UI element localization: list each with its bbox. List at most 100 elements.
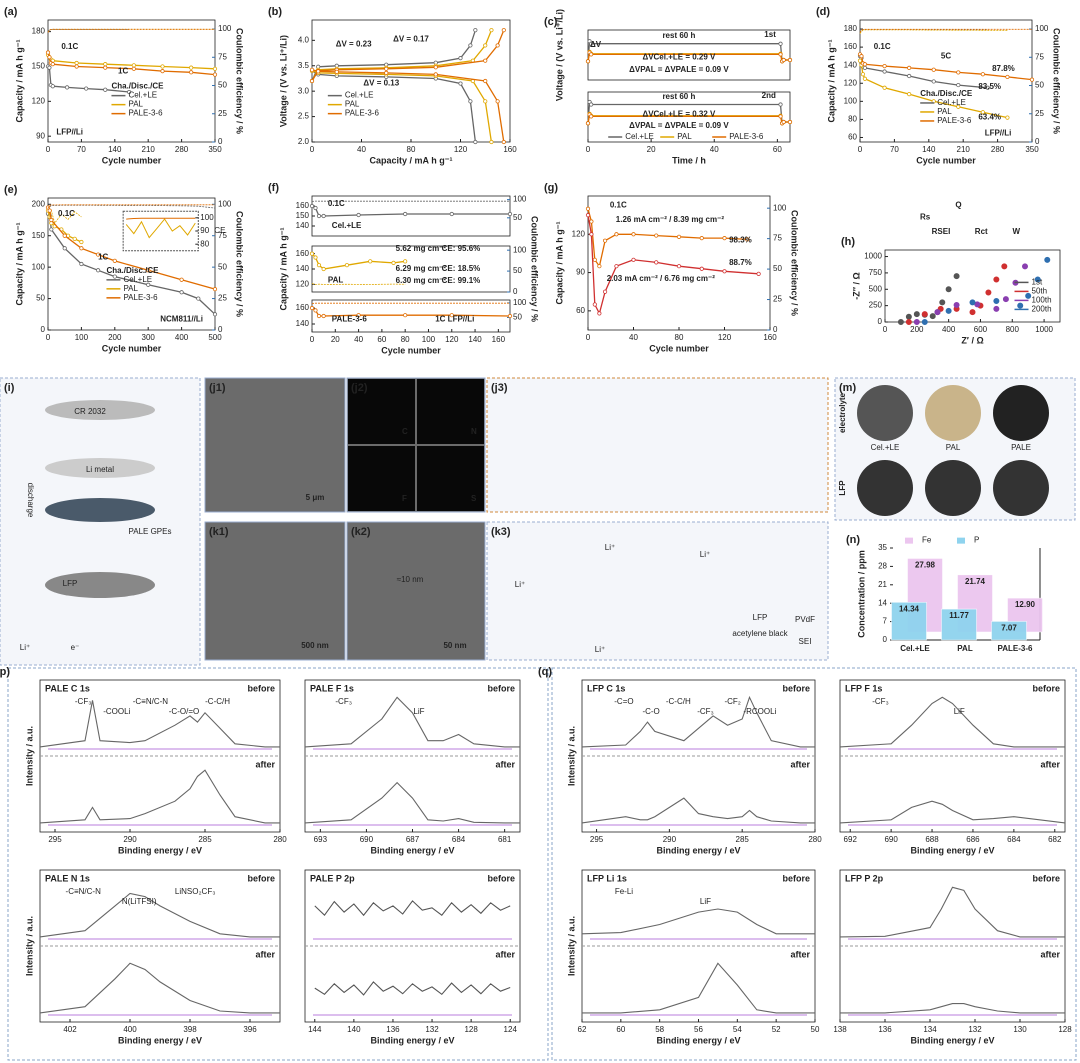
data-point	[112, 274, 117, 279]
x-axis-label: Binding energy / eV	[656, 845, 740, 855]
data-point	[334, 69, 339, 74]
data-point	[921, 318, 928, 325]
data-point	[316, 69, 321, 74]
y-tick-label: 90	[576, 268, 585, 277]
data-point	[956, 82, 961, 88]
y2-tick-label: 0	[513, 287, 518, 296]
data-point	[501, 28, 506, 33]
column-label: PAL	[946, 443, 961, 452]
x-tick-label: 285	[736, 835, 750, 844]
legend-label: PALE-3-6	[345, 109, 380, 118]
data-point	[483, 78, 488, 84]
data-point	[483, 43, 488, 48]
peak-label: -C-O	[642, 707, 659, 716]
image-text: Li⁺	[515, 580, 525, 589]
data-point	[907, 65, 912, 70]
data-point	[1022, 263, 1029, 270]
legend-label: Cel.+LE	[128, 91, 157, 100]
value-label: 12.90	[1015, 600, 1036, 609]
annotation: 0.1C	[874, 42, 891, 51]
peak-label: -CF₃	[335, 697, 352, 706]
y2-tick-label: 100	[513, 298, 527, 307]
y2-tick-label: 0	[773, 325, 778, 334]
y-tick-label: 100	[844, 96, 858, 105]
y-tick-label: 120	[32, 96, 46, 105]
x-tick-label: 600	[974, 325, 988, 334]
x-tick-label: 684	[1007, 835, 1021, 844]
column-label: Cel.+LE	[871, 443, 900, 452]
y-tick-label: 200	[32, 199, 46, 208]
data-point	[862, 62, 868, 67]
data-point	[84, 86, 89, 91]
legend-label: PAL	[345, 100, 360, 109]
x-tick-label: 280	[175, 145, 189, 154]
inset-tick-label: 80	[200, 239, 209, 248]
x-tick-label: 295	[48, 835, 62, 844]
data-point	[313, 205, 318, 211]
panel-p-frame	[7, 667, 549, 1061]
y-tick-label: 90	[36, 131, 45, 140]
data-point	[1017, 302, 1024, 309]
data-point	[146, 268, 151, 273]
photo	[857, 460, 913, 516]
data-point	[585, 213, 591, 218]
y2-tick-label: 100	[773, 203, 787, 212]
peak-label: LiNSO₂CF₃	[175, 887, 216, 896]
peak-label: Fe-Li	[615, 887, 633, 896]
image-panel	[486, 377, 829, 513]
data-point	[79, 246, 84, 251]
x-tick-label: 0	[46, 145, 51, 154]
spectrum	[39, 962, 280, 1014]
spectrum-name: after	[790, 759, 810, 769]
x-tick-label: 140	[347, 1025, 361, 1034]
x-axis-label: Cycle number	[916, 155, 976, 165]
panel-label: (b)	[268, 6, 282, 18]
legend-label: Cel.+LE	[123, 275, 152, 284]
spectrum	[581, 695, 815, 748]
data-point	[985, 85, 990, 90]
image-panel	[486, 521, 829, 661]
y-tick-label: 14	[878, 598, 887, 607]
y-tick-label: 150	[32, 62, 46, 71]
data-point	[1034, 276, 1041, 283]
legend-label: PAL	[937, 107, 952, 116]
spectrum	[314, 981, 511, 996]
legend-label: PALE-3-6	[937, 116, 972, 125]
x-tick-label: 140	[468, 335, 482, 344]
y-tick-label: 120	[296, 279, 310, 288]
data-point	[945, 286, 952, 293]
annotation: 98.3%	[729, 235, 752, 244]
y-tick-label: 140	[296, 319, 310, 328]
data-point	[781, 57, 786, 63]
panel-label: (d)	[816, 6, 830, 18]
series-line	[311, 70, 477, 143]
data-point	[862, 65, 868, 70]
y-axis-label: Intensity / a.u.	[566, 726, 576, 786]
data-point	[160, 64, 165, 69]
data-point	[72, 236, 77, 241]
x-tick-label: 124	[504, 1025, 518, 1034]
y2-tick-label: 100	[513, 195, 527, 204]
x-axis-label: Capacity / mA h g⁻¹	[370, 155, 453, 165]
data-point	[778, 114, 783, 119]
data-point	[74, 64, 79, 69]
y2-tick-label: 0	[218, 325, 223, 334]
data-point	[403, 211, 408, 217]
spectrum	[581, 908, 815, 935]
data-point	[897, 318, 904, 325]
data-point	[62, 233, 67, 238]
x-tick-label: 144	[308, 1025, 322, 1034]
data-point	[985, 289, 992, 296]
y-tick-label: 2.0	[298, 137, 310, 146]
ce-line	[47, 28, 215, 33]
inset-tick-label: 100	[200, 213, 214, 222]
legend-label: PALE-3-6	[123, 293, 158, 302]
x-tick-label: 130	[1013, 1025, 1027, 1034]
data-point	[589, 52, 594, 57]
data-point	[160, 69, 165, 74]
eds-map	[417, 446, 484, 511]
x-axis-label: Binding energy / eV	[910, 845, 994, 855]
data-point	[589, 114, 594, 119]
y-tick-label: 160	[296, 303, 310, 312]
